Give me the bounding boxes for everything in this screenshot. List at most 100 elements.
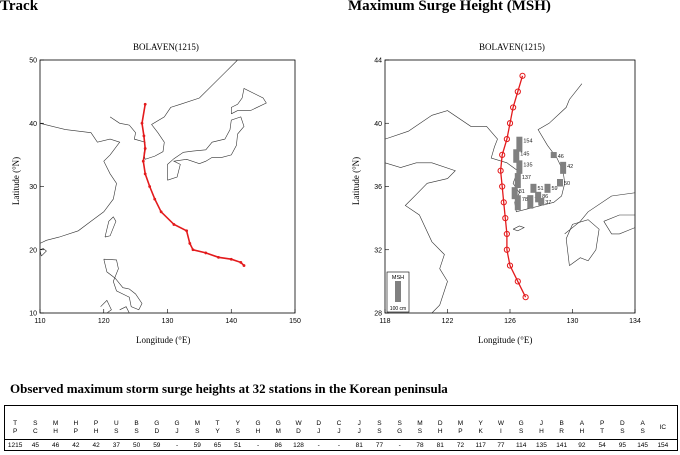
track-x-tick: 140 <box>225 318 237 325</box>
msh-track-marker <box>500 199 507 206</box>
track-point <box>140 121 144 125</box>
station-surge-value: 45 <box>31 442 39 449</box>
msh-bar <box>550 152 557 159</box>
msh-y-tick: 32 <box>374 247 382 254</box>
track-section-title: Track <box>0 0 39 14</box>
track-point <box>143 172 147 176</box>
station-surge-value: 59 <box>153 442 161 449</box>
station-surge-value: 95 <box>618 442 626 449</box>
station-surge-value: 42 <box>92 442 100 449</box>
station-code-top: J <box>539 420 544 427</box>
track-point <box>239 261 243 264</box>
track-coastline <box>167 116 245 181</box>
msh-bar <box>514 173 521 189</box>
observations-title: Observed maximum storm surge heights at … <box>10 381 448 396</box>
track-coastline <box>104 216 117 238</box>
station-surge-value: 42 <box>72 442 80 449</box>
station-code-top: G <box>275 420 281 427</box>
station-code-top: M <box>194 420 200 427</box>
track-point <box>191 248 195 252</box>
msh-legend-title: MSH <box>392 275 404 281</box>
msh-coastline <box>565 219 600 266</box>
msh-bar-label: 37 <box>545 200 551 206</box>
track-point <box>143 147 147 150</box>
station-surge-value: 81 <box>355 442 363 449</box>
table-divider <box>5 439 677 440</box>
msh-y-tick: 44 <box>374 58 382 65</box>
station-code-top: M <box>52 420 59 427</box>
track-point <box>153 197 157 201</box>
track-y-tick: 20 <box>29 247 37 254</box>
station-surge-value: 141 <box>556 442 568 449</box>
station-surge-value: 114 <box>515 442 527 449</box>
station-code-bottom: S <box>195 428 200 435</box>
msh-track-marker <box>503 230 510 238</box>
station-code-bottom: H <box>579 428 585 435</box>
track-y-tick: 40 <box>29 121 37 128</box>
track-map: 110 120 130 140 150 10 20 30 40 50 <box>29 58 301 326</box>
track-point <box>229 257 233 261</box>
station-code-bottom: S <box>235 428 240 435</box>
station-code: IC <box>653 424 673 432</box>
msh-coastline <box>564 170 636 235</box>
station-surge-value: 128 <box>293 442 304 449</box>
station-code-bottom: J <box>175 428 179 435</box>
station-code-bottom: P <box>73 428 78 435</box>
msh-track-marker <box>506 262 514 269</box>
msh-bar-label: 154 <box>523 139 532 145</box>
station-code-bottom: P <box>12 428 18 435</box>
track-point <box>204 251 208 255</box>
station-code-top: J <box>357 420 361 427</box>
track-point <box>185 229 189 233</box>
station-code-top: M <box>417 420 423 427</box>
msh-y-tick: 28 <box>374 311 382 318</box>
msh-coastline <box>512 225 525 232</box>
station-code-bottom: J <box>337 428 341 435</box>
track-coastline <box>109 59 238 160</box>
station-code-top: IC <box>659 424 667 431</box>
track-coastline <box>231 88 267 115</box>
station-code-bottom: S <box>114 428 119 435</box>
station-code-top: C <box>336 420 342 427</box>
msh-bar-label: 135 <box>523 162 532 168</box>
station-code-top: D <box>437 420 443 427</box>
station-code-bottom: C <box>33 428 38 435</box>
station-code-top: A <box>640 420 645 427</box>
msh-bar <box>516 160 523 174</box>
msh-y-tick: 40 <box>374 121 382 128</box>
msh-bar <box>516 136 523 152</box>
track-y-tick: 30 <box>29 184 37 191</box>
track-line <box>141 104 245 267</box>
track-coastline <box>39 123 121 244</box>
msh-x-tick: 130 <box>567 318 579 325</box>
station-code-bottom: M <box>275 428 281 435</box>
station-surge-value: 135 <box>535 442 547 449</box>
msh-bar <box>557 179 563 187</box>
station-code-bottom: H <box>437 428 443 435</box>
station-code-bottom: T <box>600 428 605 435</box>
track-point <box>148 185 152 188</box>
msh-x-tick: 126 <box>504 318 516 325</box>
track-x-tick: 110 <box>34 318 45 325</box>
station-surge-value: 37 <box>112 442 120 449</box>
station-surge-value: 86 <box>274 442 282 449</box>
msh-bar-label: 137 <box>522 175 531 181</box>
track-point <box>159 210 163 214</box>
msh-track-marker <box>497 167 504 174</box>
msh-bar-label: 81 <box>519 189 525 195</box>
msh-track-marker <box>510 104 517 111</box>
station-surge-value: - <box>398 442 401 449</box>
track-point <box>242 264 246 267</box>
track-coastline <box>103 258 143 311</box>
station-code-top: D <box>316 420 322 427</box>
